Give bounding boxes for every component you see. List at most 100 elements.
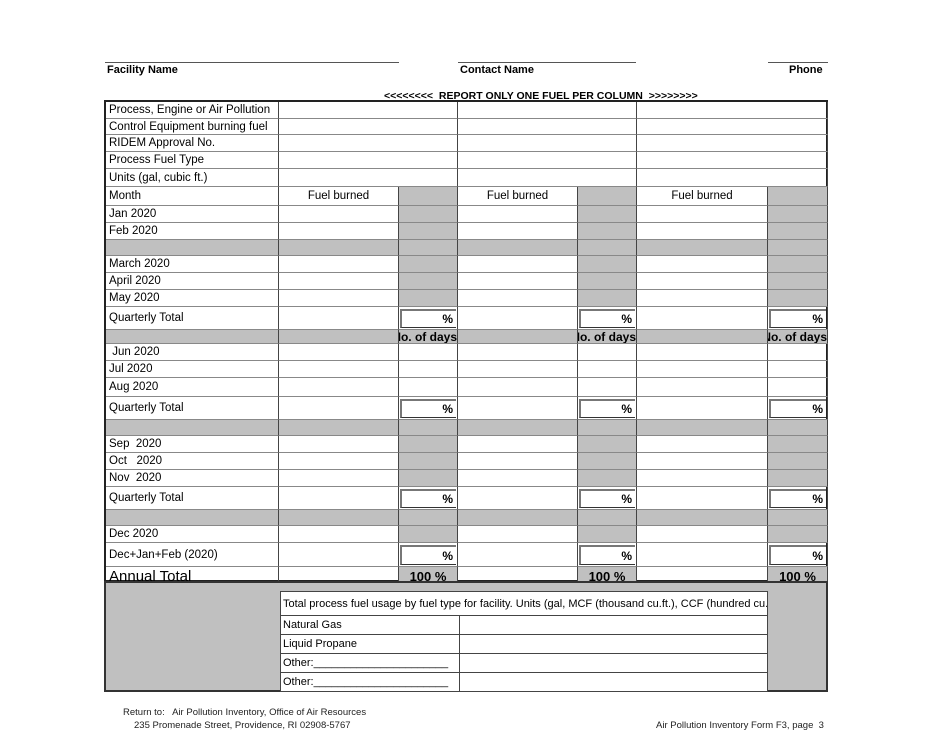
percent-box[interactable]: % — [769, 545, 826, 565]
column-3-input[interactable] — [637, 169, 828, 187]
fuel-burned-input[interactable] — [279, 526, 399, 543]
fuel-burned-input[interactable] — [458, 206, 578, 223]
fuel-burned-input[interactable] — [637, 378, 768, 397]
fuel-burned-input[interactable] — [458, 526, 578, 543]
fuel-burned-input[interactable] — [458, 307, 578, 330]
fuel-burned-input[interactable] — [458, 256, 578, 273]
percent-box[interactable]: % — [400, 399, 456, 418]
fuel-burned-input[interactable] — [279, 206, 399, 223]
days-input[interactable] — [399, 378, 458, 397]
percent-cell[interactable]: % — [578, 487, 637, 510]
percent-box[interactable]: % — [400, 309, 456, 328]
fuel-burned-input[interactable] — [458, 436, 578, 453]
column-1-input[interactable] — [279, 119, 458, 135]
percent-box[interactable]: % — [400, 489, 456, 508]
column-1-input[interactable] — [279, 135, 458, 152]
percent-box[interactable]: % — [579, 545, 635, 565]
fuel-burned-input[interactable] — [279, 397, 399, 420]
fuel-burned-input[interactable] — [458, 397, 578, 420]
percent-cell[interactable]: % — [768, 487, 828, 510]
fuel-burned-input[interactable] — [279, 470, 399, 487]
percent-box[interactable]: % — [579, 399, 635, 418]
percent-cell[interactable]: % — [768, 543, 828, 567]
fuel-burned-input[interactable] — [279, 290, 399, 307]
fuel-burned-input[interactable] — [279, 361, 399, 378]
percent-box[interactable]: % — [579, 489, 635, 508]
fuel-usage-input[interactable] — [460, 654, 767, 672]
fuel-burned-input[interactable] — [637, 436, 768, 453]
fuel-burned-input[interactable] — [637, 453, 768, 470]
fuel-burned-input[interactable] — [458, 290, 578, 307]
fuel-burned-input[interactable] — [637, 526, 768, 543]
fuel-burned-input[interactable] — [279, 436, 399, 453]
fuel-burned-input[interactable] — [637, 470, 768, 487]
percent-cell[interactable]: % — [578, 307, 637, 330]
column-1-input[interactable] — [279, 102, 458, 119]
percent-box[interactable]: % — [579, 309, 635, 328]
percent-cell[interactable]: % — [578, 543, 637, 567]
days-input[interactable] — [578, 378, 637, 397]
fuel-burned-input[interactable] — [637, 223, 768, 240]
fuel-usage-input[interactable] — [460, 616, 767, 634]
days-input[interactable] — [399, 344, 458, 361]
fuel-burned-input[interactable] — [458, 487, 578, 510]
percent-cell[interactable]: % — [399, 307, 458, 330]
fuel-burned-input[interactable] — [458, 223, 578, 240]
fuel-burned-input[interactable] — [279, 256, 399, 273]
days-input[interactable] — [399, 361, 458, 378]
percent-cell[interactable]: % — [399, 487, 458, 510]
percent-cell[interactable]: % — [399, 397, 458, 420]
column-3-input[interactable] — [637, 102, 828, 119]
column-3-input[interactable] — [637, 135, 828, 152]
fuel-burned-input[interactable] — [637, 543, 768, 567]
column-2-input[interactable] — [458, 152, 637, 169]
fuel-burned-input[interactable] — [637, 361, 768, 378]
fuel-burned-input[interactable] — [458, 273, 578, 290]
fuel-burned-input[interactable] — [279, 307, 399, 330]
column-2-input[interactable] — [458, 119, 637, 135]
fuel-burned-input[interactable] — [279, 273, 399, 290]
fuel-burned-input[interactable] — [637, 487, 768, 510]
column-1-input[interactable] — [279, 169, 458, 187]
percent-box[interactable]: % — [400, 545, 456, 565]
percent-box[interactable]: % — [769, 489, 826, 508]
phone-line[interactable] — [768, 62, 828, 63]
fuel-burned-input[interactable] — [637, 344, 768, 361]
contact-name-line[interactable] — [458, 62, 636, 63]
fuel-burned-input[interactable] — [637, 206, 768, 223]
column-2-input[interactable] — [458, 135, 637, 152]
percent-box[interactable]: % — [769, 309, 826, 328]
fuel-burned-input[interactable] — [458, 543, 578, 567]
percent-box[interactable]: % — [769, 399, 826, 418]
percent-cell[interactable]: % — [768, 397, 828, 420]
column-3-input[interactable] — [637, 119, 828, 135]
fuel-burned-input[interactable] — [637, 273, 768, 290]
percent-cell[interactable]: % — [399, 543, 458, 567]
fuel-burned-input[interactable] — [637, 307, 768, 330]
fuel-burned-input[interactable] — [279, 453, 399, 470]
days-input[interactable] — [768, 378, 828, 397]
fuel-burned-input[interactable] — [458, 344, 578, 361]
column-2-input[interactable] — [458, 102, 637, 119]
days-input[interactable] — [578, 344, 637, 361]
percent-cell[interactable]: % — [768, 307, 828, 330]
column-1-input[interactable] — [279, 152, 458, 169]
days-input[interactable] — [768, 344, 828, 361]
fuel-burned-input[interactable] — [637, 290, 768, 307]
fuel-burned-input[interactable] — [637, 397, 768, 420]
fuel-burned-input[interactable] — [458, 378, 578, 397]
fuel-burned-input[interactable] — [279, 344, 399, 361]
column-3-input[interactable] — [637, 152, 828, 169]
fuel-burned-input[interactable] — [458, 470, 578, 487]
fuel-burned-input[interactable] — [637, 256, 768, 273]
fuel-usage-input[interactable] — [460, 673, 767, 691]
fuel-burned-input[interactable] — [279, 223, 399, 240]
days-input[interactable] — [768, 361, 828, 378]
fuel-burned-input[interactable] — [279, 378, 399, 397]
facility-name-line[interactable] — [105, 62, 399, 63]
column-2-input[interactable] — [458, 169, 637, 187]
fuel-burned-input[interactable] — [279, 543, 399, 567]
fuel-burned-input[interactable] — [458, 453, 578, 470]
fuel-burned-input[interactable] — [279, 487, 399, 510]
percent-cell[interactable]: % — [578, 397, 637, 420]
